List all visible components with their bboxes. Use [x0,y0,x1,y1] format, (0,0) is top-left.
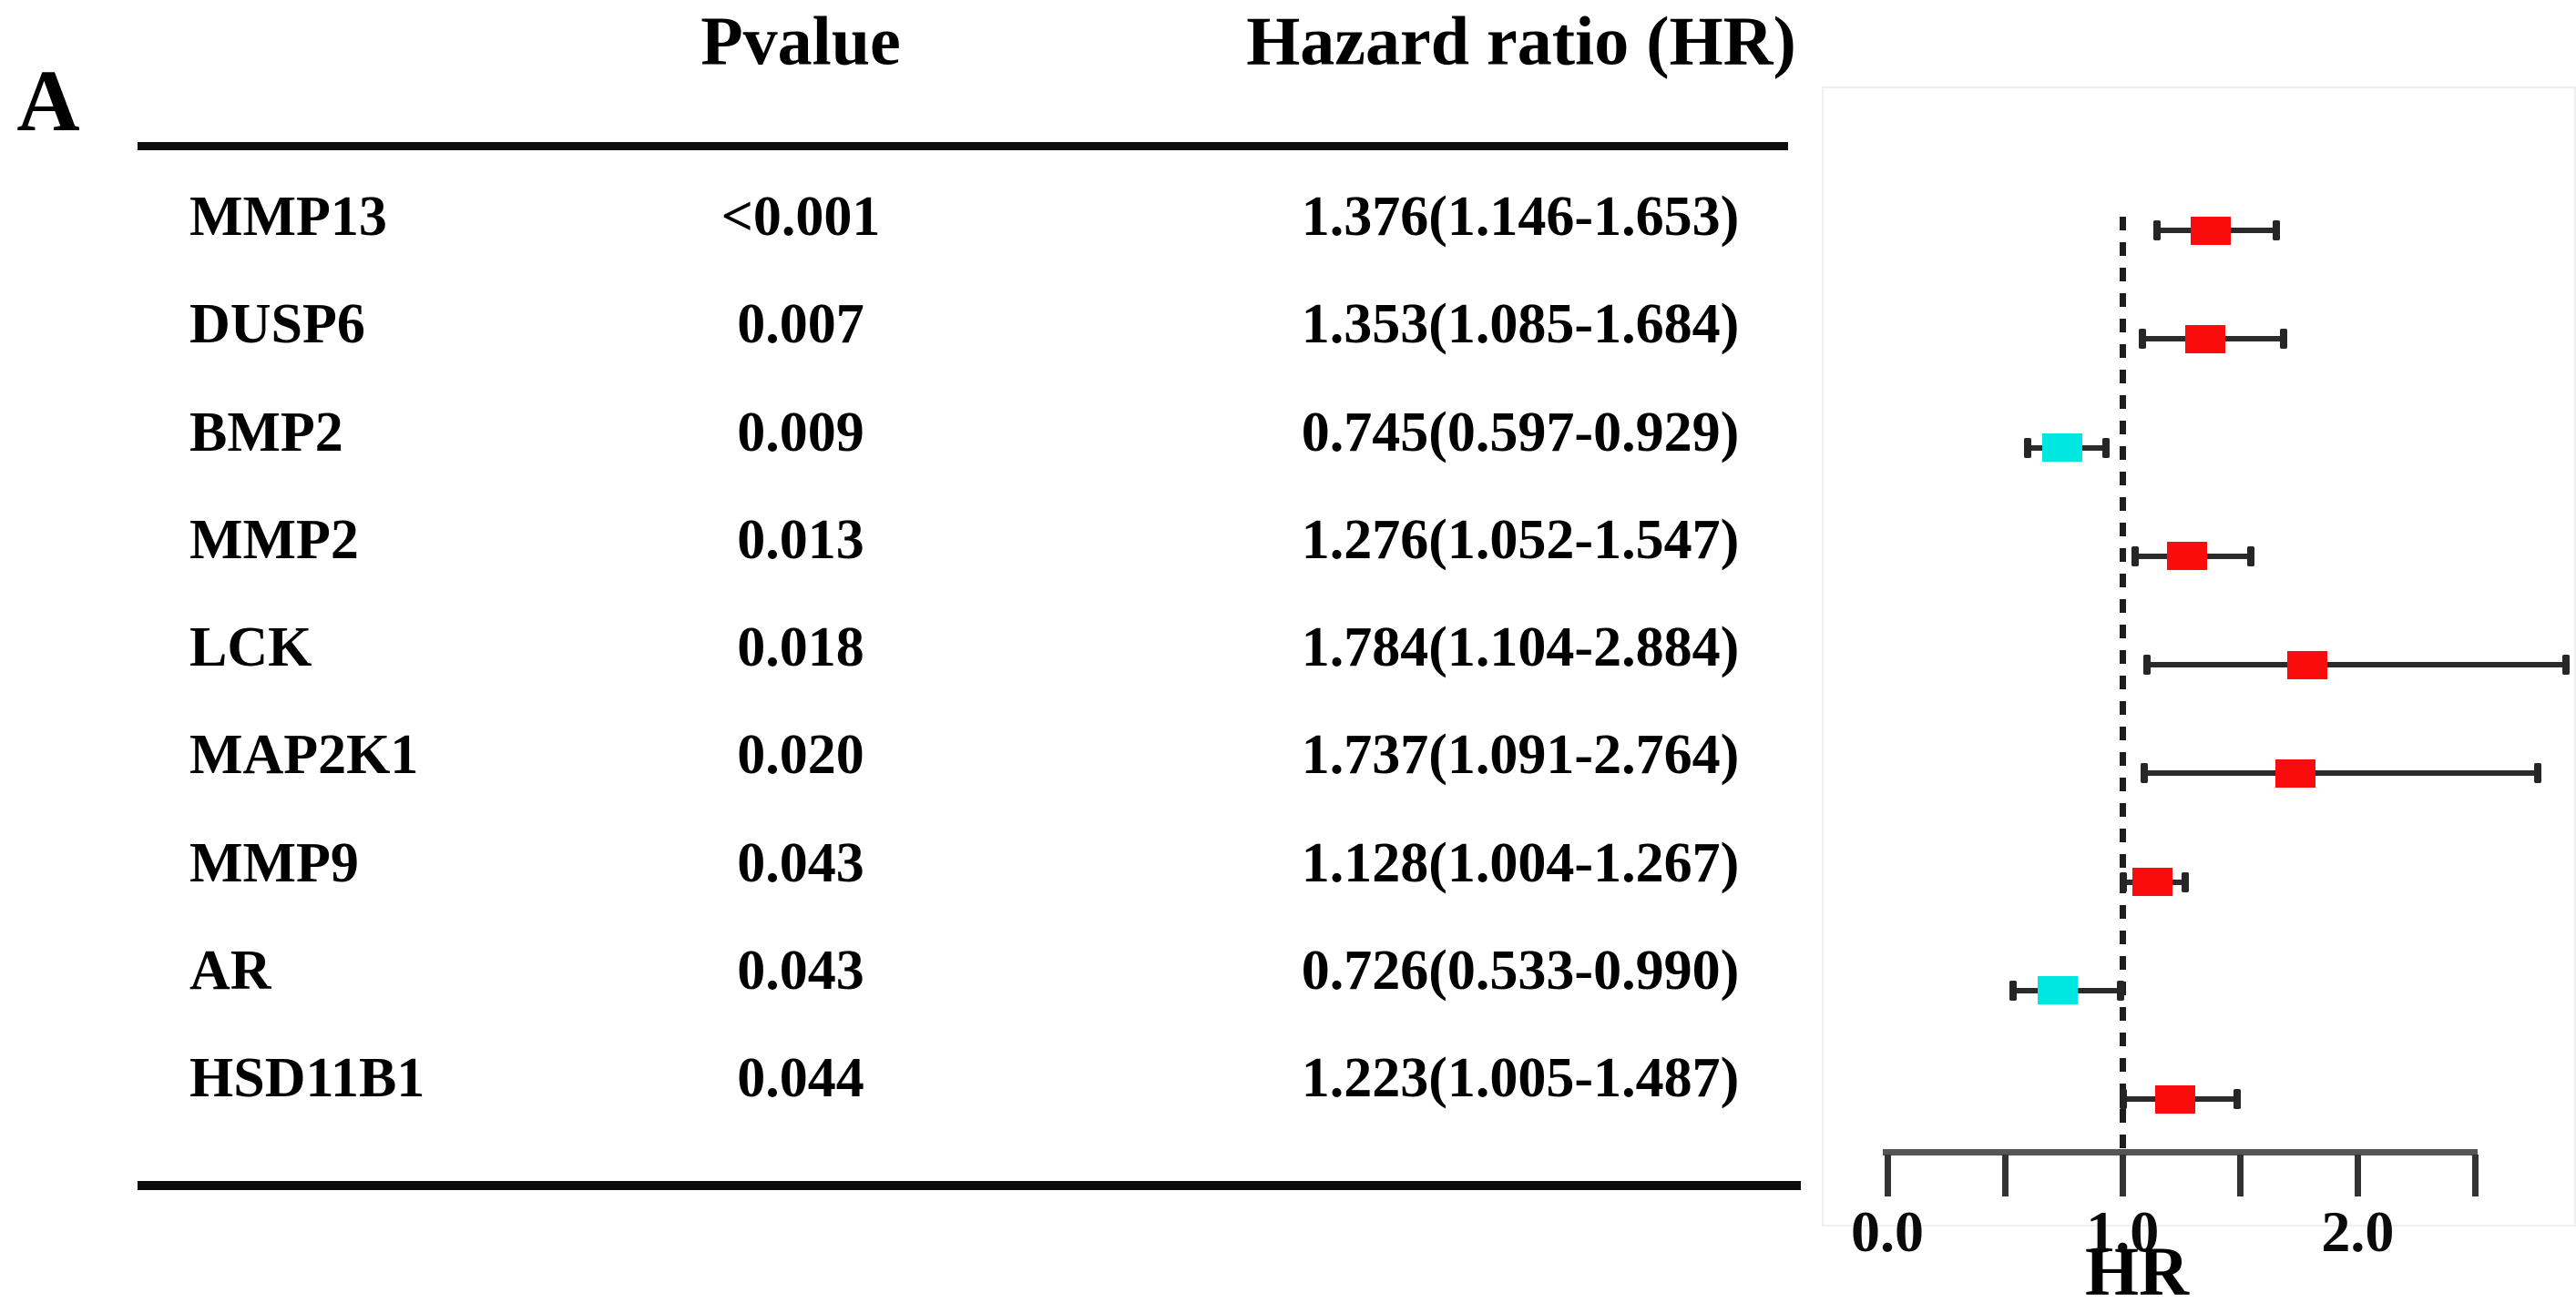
gene-label: LCK [189,616,312,678]
hr-ci-value: 1.737(1.091-2.764) [1301,724,1740,787]
ci-cap-left [2024,437,2032,458]
x-axis-tick [2119,1155,2126,1196]
gene-label: MMP9 [189,831,359,894]
panel-label: A [16,52,80,149]
plot-area [1822,87,2576,1227]
hr-ci-value: 1.276(1.052-1.547) [1301,508,1740,571]
hr-point-square [2275,758,2316,788]
ci-cap-left [2120,1089,2128,1109]
ci-cap-left [2139,329,2147,350]
gene-label: MMP13 [189,186,387,248]
pvalue-value: 0.007 [737,293,864,356]
gene-label: DUSP6 [189,293,365,356]
ci-cap-right [2101,437,2110,458]
hr-point-square [2286,650,2327,679]
hr-point-square [2191,216,2232,245]
hr-ci-value: 1.376(1.146-1.653) [1301,186,1740,248]
table-top-rule [138,142,1788,150]
x-axis-tick [1884,1155,1891,1196]
pvalue-value: 0.044 [737,1047,864,1109]
ci-cap-left [2152,220,2161,240]
hazard-ratio-column-header: Hazard ratio (HR) [1246,3,1796,80]
hr-ci-value: 1.128(1.004-1.267) [1301,831,1740,894]
ci-cap-right [2533,763,2541,784]
ci-cap-left [2140,763,2148,784]
ci-cap-left [2009,980,2017,1001]
pvalue-value: 0.020 [737,724,864,787]
pvalue-value: 0.043 [737,939,864,1002]
hr-point-square [2042,433,2083,462]
x-axis-tick [2001,1155,2009,1196]
ci-cap-right [2247,545,2255,566]
x-axis-tick-label: 1.0 [2086,1199,2160,1264]
hr-point-square [2154,1084,2195,1114]
x-axis-tick [2236,1155,2244,1196]
hr-ci-value: 0.745(0.597-0.929) [1301,401,1740,463]
pvalue-value: <0.001 [721,186,881,248]
ci-cap-right [2116,980,2124,1001]
ci-cap-right [2561,655,2570,675]
ci-cap-right [2182,871,2190,892]
x-axis-title: HR [2085,1233,2189,1303]
reference-line [2119,217,2126,1151]
ci-cap-right [2233,1089,2241,1109]
x-axis-tick-label: 0.0 [1851,1199,1924,1264]
gene-label: BMP2 [189,401,343,463]
gene-label: HSD11B1 [189,1047,425,1109]
gene-label: AR [189,939,271,1002]
hr-point-square [2038,976,2079,1005]
hr-ci-value: 1.353(1.085-1.684) [1301,293,1740,356]
gene-label: MMP2 [189,508,359,571]
ci-bar [2143,770,2538,777]
x-axis-tick-label: 2.0 [2321,1199,2395,1264]
pvalue-column-header: Pvalue [700,3,901,80]
table-bottom-rule [138,1181,1801,1190]
hr-ci-value: 1.223(1.005-1.487) [1301,1047,1740,1109]
ci-bar [2147,662,2566,667]
pvalue-value: 0.043 [737,831,864,894]
x-axis-tick [2354,1155,2361,1196]
ci-cap-right [2272,220,2280,240]
hr-point-square [2132,868,2173,896]
pvalue-value: 0.013 [737,508,864,571]
ci-cap-right [2279,329,2287,350]
pvalue-value: 0.018 [737,616,864,678]
hr-point-square [2185,324,2226,353]
x-axis-tick [2472,1155,2479,1196]
pvalue-value: 0.009 [737,401,864,463]
x-axis-line [1883,1149,2478,1155]
hr-ci-value: 1.784(1.104-2.884) [1301,616,1740,678]
hr-point-square [2167,542,2208,571]
ci-cap-left [2143,655,2152,675]
hr-ci-value: 0.726(0.533-0.990) [1301,939,1740,1002]
ci-cap-left [2120,871,2128,892]
gene-label: MAP2K1 [189,724,419,787]
ci-cap-left [2131,545,2139,566]
